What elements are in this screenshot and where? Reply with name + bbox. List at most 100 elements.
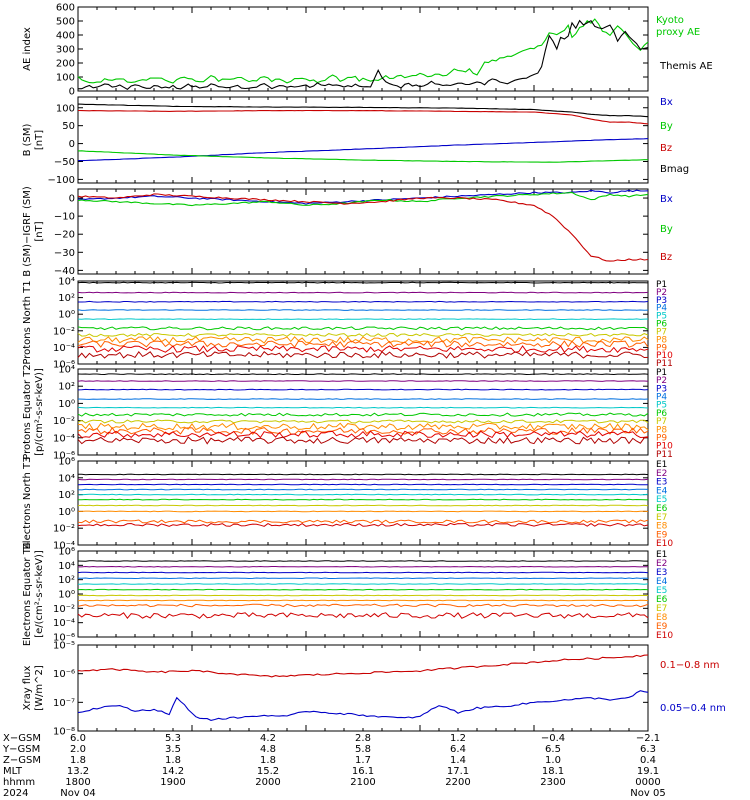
panel-7: 10⁶ 10⁴ 10² 10⁰ 10⁻² 10⁻⁴ 10⁻⁶ Electrons Equato… (22, 542, 673, 646)
time-axis-table: X−GSMY−GSMZ−GSMMLThhmm20246.02.01.813.21… (2, 733, 666, 799)
legend-entry: E3 (656, 478, 667, 488)
legend-entry: E7 (656, 513, 667, 523)
y-tick-label: 10⁻⁶ (53, 669, 75, 680)
y-axis-label: Xray flux (22, 666, 33, 711)
time-axis-value: 6.4 (450, 744, 466, 755)
y-tick-label: 10⁴ (58, 561, 75, 572)
time-axis-value: 1.2 (450, 733, 466, 744)
y-tick-label: 200 (56, 59, 75, 70)
time-axis-value: 2100 (350, 777, 375, 788)
legend-entry: By (660, 121, 673, 132)
panel-frame (77, 460, 649, 546)
y-tick-label: 10⁰ (58, 590, 75, 601)
y-tick-label: −40 (54, 266, 75, 277)
y-axis-unit: [p/(cm²-s-sr-keV)] (34, 368, 45, 456)
legend-entry: Bz (660, 143, 672, 154)
y-tick-label: 10⁻⁶ (53, 360, 75, 371)
y-tick-label: 100 (56, 73, 75, 84)
y-tick-label: 400 (56, 31, 75, 42)
time-axis-value: 1.4 (450, 755, 466, 766)
legend-entry: P2 (656, 288, 667, 298)
y-tick-label: 10⁴ (58, 473, 75, 484)
y-tick-label: 10⁻² (53, 416, 75, 427)
legend-entry: P8 (656, 335, 667, 345)
time-axis-value: 16.1 (352, 766, 374, 777)
time-axis-value: 1.8 (165, 755, 181, 766)
y-tick-label: −20 (54, 230, 75, 241)
legend-entry: E7 (656, 604, 667, 614)
series-line-p2 (77, 380, 649, 382)
legend-entry: By (660, 224, 673, 235)
time-axis-value: 2.8 (355, 733, 371, 744)
y-tick-label: 600 (56, 3, 75, 14)
series-line-bz (77, 109, 649, 125)
time-axis-value: 17.1 (447, 766, 469, 777)
time-axis-value: 13.2 (67, 766, 89, 777)
y-axis-label: Electrons North T3 (22, 456, 33, 549)
time-axis-value: 3.5 (165, 744, 181, 755)
legend-entry: Bx (660, 97, 673, 108)
time-axis-value: −0.4 (541, 733, 565, 744)
time-axis-value: 1800 (65, 777, 90, 788)
legend-entry: E4 (656, 486, 668, 496)
y-tick-label: 10⁶ (58, 457, 75, 468)
series-line-e5 (77, 493, 649, 496)
series-line-e9 (77, 519, 649, 524)
series-line-0-05-0-4-nm (77, 690, 649, 721)
legend-entry: proxy AE (656, 27, 700, 38)
y-axis-unit: [nT] (34, 130, 45, 150)
panel-5: 10⁴ 10² 10⁰ 10⁻² 10⁻⁴ 10⁻⁶ Protons Equator T2[… (22, 364, 673, 461)
time-axis-row-label: X−GSM (3, 733, 41, 744)
series-line-by (77, 191, 649, 207)
legend-entry: E10 (656, 631, 673, 641)
panel-2: 100 50 0 −50 −100 B (SM) [nT] Bx By Bz Bmag (22, 96, 689, 186)
legend-entry: Themis AE (659, 61, 713, 72)
series-line-p1 (77, 281, 649, 284)
legend-entry: P2 (656, 376, 667, 386)
legend-entry: E8 (656, 522, 668, 532)
time-axis-value: 4.8 (260, 744, 276, 755)
y-tick-label: 10² (58, 575, 75, 586)
legend-entry: E9 (656, 622, 668, 632)
y-tick-label: 10⁰ (58, 310, 75, 321)
series-line-0-1-0-8-nm (77, 654, 649, 678)
legend-entry: P7 (656, 327, 667, 337)
series-line-p5 (77, 406, 649, 409)
series-line-p6 (77, 326, 649, 331)
series-line-p8 (77, 336, 649, 344)
legend-entry: P1 (656, 280, 667, 290)
legend-entry: E1 (656, 550, 667, 560)
panel-frame (77, 550, 649, 638)
series-line-p10 (77, 430, 649, 439)
time-axis-value: 1.8 (260, 755, 276, 766)
series-line-p7 (77, 332, 649, 337)
legend-entry: Kyoto (656, 15, 684, 26)
y-tick-label: 10² (58, 382, 75, 393)
series-line-e1 (77, 560, 648, 562)
legend-entry: P4 (656, 304, 667, 314)
time-axis-row-label: 2024 (3, 788, 28, 799)
y-tick-label: 10⁻⁵ (53, 641, 75, 652)
y-tick-label: 10⁻² (53, 326, 75, 337)
y-tick-label: 300 (56, 45, 75, 56)
y-tick-label: 50 (62, 121, 75, 132)
time-axis-row-label: Y−GSM (2, 744, 40, 755)
y-tick-label: 10⁻⁴ (53, 618, 75, 629)
panel-6: 10⁶ 10⁴ 10² 10⁰ 10⁻² 10⁻⁴ Electrons North T3 E1… (22, 456, 673, 551)
time-axis-value: 1900 (160, 777, 185, 788)
panel-frame (77, 368, 649, 456)
time-axis-value: 0.4 (640, 755, 656, 766)
y-axis-label: Protons North T1 (22, 280, 33, 364)
series-line-by (77, 150, 648, 163)
legend-entry: P5 (656, 312, 667, 322)
y-tick-label: 10⁰ (58, 507, 75, 518)
series-line-p3 (77, 388, 649, 391)
panel-3: 0 −10 −20 −30 −40 B (SM)−IGRF (SM) [nT] Bx By Bz (22, 186, 673, 277)
legend-entry: P4 (656, 393, 667, 403)
y-tick-label: 10⁻⁸ (53, 727, 75, 738)
time-axis-value: 18.1 (542, 766, 564, 777)
y-axis-unit: [W/m^2] (34, 665, 45, 711)
